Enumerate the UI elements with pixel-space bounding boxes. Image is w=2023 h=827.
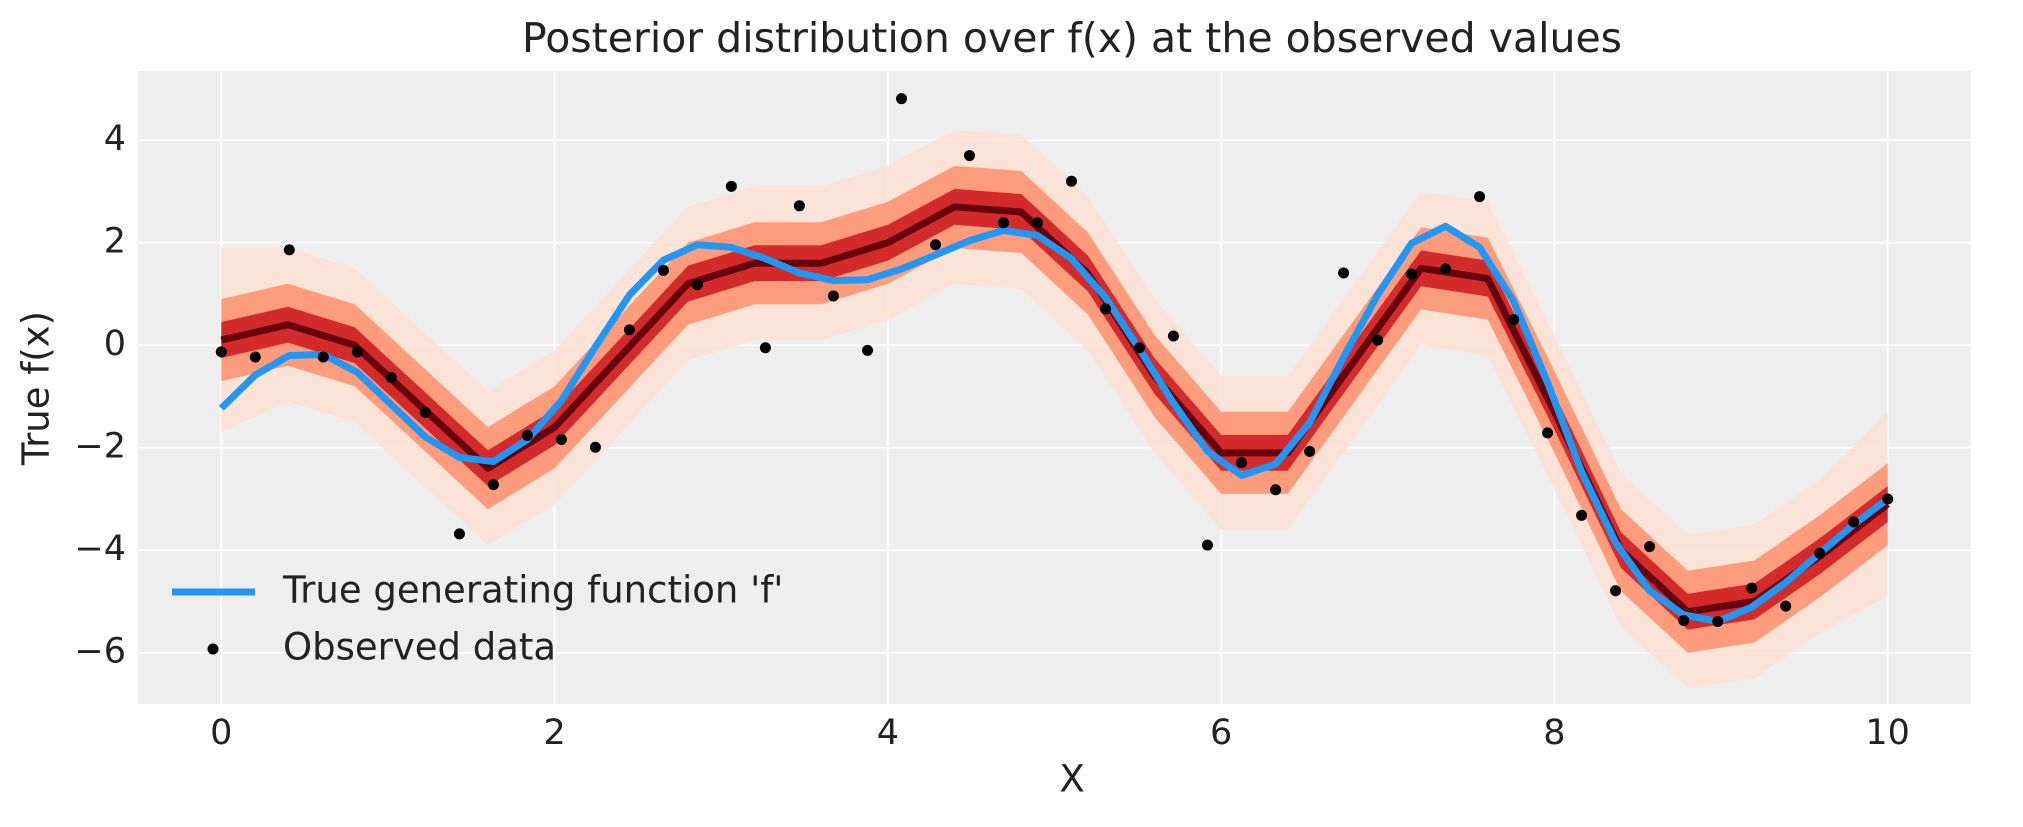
observed-point [1406,268,1418,280]
legend-dot [207,643,219,655]
observed-point [1099,303,1111,315]
observed-point [1780,600,1792,612]
legend-label: Observed data [283,626,556,669]
observed-point [1270,484,1282,496]
y-tick-label: 4 [104,119,126,159]
x-tick-label: 0 [210,713,232,753]
x-tick-label: 8 [1543,713,1565,753]
observed-point [1678,614,1690,626]
observed-point [862,344,874,356]
observed-point [1065,175,1077,187]
observed-point [964,150,976,162]
observed-point [691,279,703,291]
x-tick-label: 4 [877,713,899,753]
observed-point [351,346,363,358]
observed-point [1304,445,1316,457]
observed-point [896,93,908,105]
observed-point [1848,516,1860,528]
observed-point [1814,547,1826,559]
x-tick-label: 2 [543,713,565,753]
observed-point [215,346,227,358]
observed-point [1201,539,1213,551]
observed-point [453,528,465,540]
observed-point [1235,457,1247,469]
observed-point [623,324,635,336]
observed-point [1440,263,1452,275]
observed-point [1644,541,1656,553]
observed-point [487,479,499,491]
observed-point [1372,334,1384,346]
observed-point [1576,509,1588,521]
observed-point [521,429,533,441]
observed-point [1032,217,1044,229]
observed-point [793,200,805,212]
y-tick-label: −4 [74,529,126,569]
observed-point [759,342,771,354]
y-tick-label: 2 [104,222,126,262]
observed-point [725,180,737,192]
y-tick-label: 0 [104,324,126,364]
observed-point [657,264,669,276]
legend: True generating function 'f' Observed dat… [172,569,783,669]
observed-point [317,351,329,363]
observed-point [1712,615,1724,627]
observed-point [1133,342,1145,354]
observed-point [998,217,1010,229]
observed-point [1338,267,1350,279]
observed-point [385,372,397,384]
observed-point [1610,585,1622,597]
y-tick-label: −6 [74,632,126,672]
chart-title: Posterior distribution over f(x) at the … [522,14,1622,62]
y-axis-label: True f(x) [15,311,58,466]
observed-point [1746,582,1758,594]
x-tick-label: 6 [1210,713,1232,753]
marks [215,93,1894,689]
x-axis-label: X [1059,758,1084,801]
observed-point [1542,427,1554,439]
observed-point [1167,330,1179,342]
observed-point [555,434,567,446]
observed-point [249,351,261,363]
observed-point [827,290,839,302]
observed-point [1474,191,1486,203]
observed-point [1508,314,1520,326]
observed-point [283,244,295,256]
legend-label: True generating function 'f' [282,569,783,612]
observed-point [419,406,431,418]
y-tick-label: −2 [74,427,126,467]
x-tick-label: 10 [1865,713,1910,753]
observed-point [930,239,942,251]
observed-point [589,441,601,453]
true-function-line [218,222,1890,625]
observed-point [1882,493,1894,505]
